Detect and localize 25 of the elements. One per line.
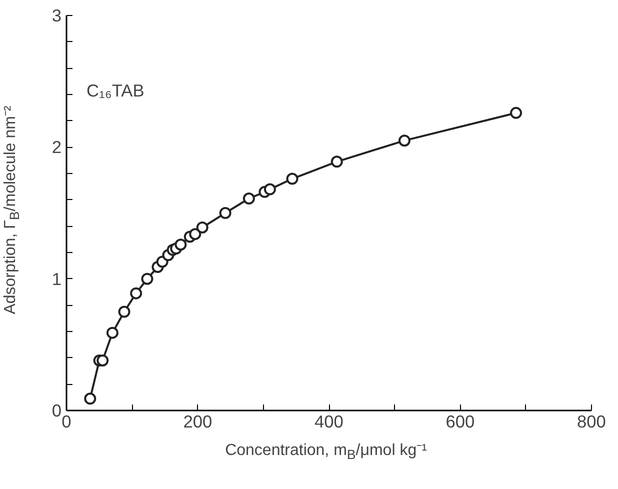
y-tick-label: 2 — [52, 137, 62, 158]
point — [130, 287, 142, 300]
annotation: C₁₆TAB — [86, 80, 144, 100]
point — [219, 207, 232, 219]
point — [118, 306, 130, 318]
point — [84, 392, 96, 405]
point — [174, 238, 187, 251]
x-tick-label: 400 — [314, 412, 344, 432]
point — [96, 354, 109, 366]
point — [189, 228, 202, 240]
point — [242, 192, 255, 205]
x-axis-title: Concentration, m$_{B}$/μmol kg⁻¹ — [224, 441, 428, 464]
point — [264, 183, 276, 196]
point — [510, 106, 522, 119]
point — [286, 172, 298, 185]
point — [106, 326, 118, 339]
point — [196, 221, 208, 234]
point — [398, 134, 410, 147]
x-tick-label: 600 — [446, 412, 475, 432]
y-tick-label: 1 — [52, 268, 62, 289]
x-tick-label: 200 — [183, 412, 212, 432]
x-tick-label: 800 — [577, 412, 606, 432]
y-tick-label: 3 — [52, 6, 62, 26]
point — [141, 272, 154, 285]
point — [330, 156, 343, 168]
